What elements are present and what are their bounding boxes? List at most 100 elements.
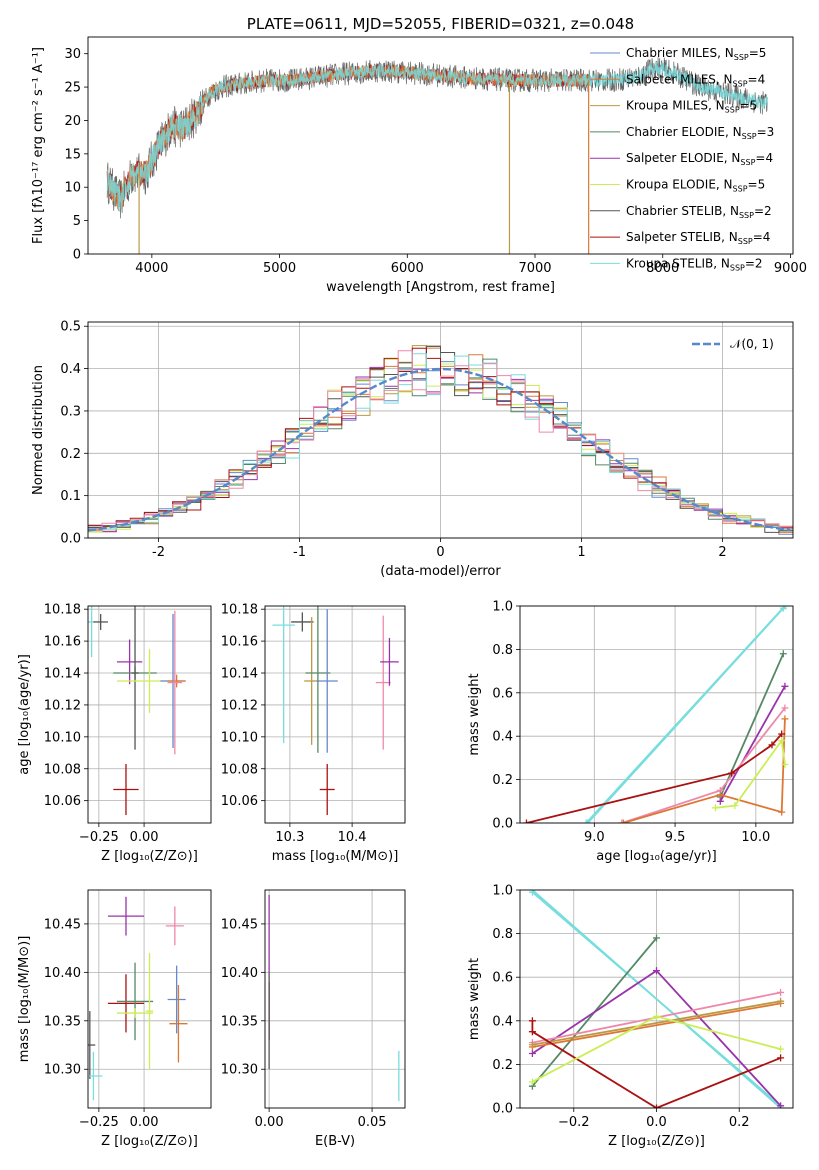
spectrum-xtick-label: 5000 bbox=[263, 261, 296, 276]
age_vs_mass-ytick-label: 10.06 bbox=[221, 794, 258, 809]
weight_vs_age-xtick-label: 10.0 bbox=[741, 830, 770, 845]
age_vs_mass-plot bbox=[272, 606, 399, 816]
age_vs_mass-ytick-label: 10.18 bbox=[221, 603, 258, 618]
residuals-ytick-label: 0.1 bbox=[60, 489, 81, 504]
weight_vs_age-ylabel: mass weight bbox=[467, 673, 482, 755]
weight-marker bbox=[781, 715, 789, 723]
legend-label-main: Salpeter ELODIE, N bbox=[626, 151, 740, 165]
legend-label-main: Kroupa MILES, N bbox=[626, 99, 725, 113]
mass_vs_ebv-xlabel: E(B-V) bbox=[315, 1134, 355, 1149]
weight-line bbox=[531, 1020, 781, 1108]
weight-marker bbox=[584, 819, 592, 823]
age_vs_Z-xlabel: Z [log₁₀(Z/Z⊙)] bbox=[101, 849, 198, 864]
mass_vs_ebv-axes: 0.00 0.05 10.30 10.35 10.40 10.45 E(B-V) bbox=[221, 889, 406, 1149]
weight-marker bbox=[716, 791, 724, 799]
mass_vs_ebv-ytick-label: 10.40 bbox=[221, 966, 258, 981]
weight_vs_Z-xtick-label: 0.2 bbox=[729, 1115, 750, 1130]
weight_vs_Z-xtick-label: −0.2 bbox=[558, 1115, 590, 1130]
weight-marker bbox=[777, 1102, 785, 1108]
weight_vs_Z-ytick-label: 0.8 bbox=[492, 927, 513, 942]
residuals-xtick-label: -1 bbox=[293, 545, 306, 560]
age_vs_Z-axes: −0.25 0.00 10.06 10.08 10.10 10.12 10.14 10.16 1… bbox=[17, 603, 212, 864]
mass_vs_Z-xlabel: Z [log₁₀(Z/Z⊙)] bbox=[101, 1134, 198, 1149]
spectrum-axes: 4000 5000 6000 7000 8000 9000 0 5 10 15 20 25 30 wave… bbox=[31, 15, 807, 295]
weight-marker bbox=[653, 1104, 660, 1108]
age_vs_Z-frame bbox=[87, 605, 212, 824]
weight_vs_age-xlabel: age [log₁₀(age/yr)] bbox=[596, 849, 717, 864]
weight-marker bbox=[619, 819, 627, 823]
weight_vs_age-xtick-label: 9.5 bbox=[665, 830, 686, 845]
age_vs_Z-ytick-label: 10.16 bbox=[44, 635, 81, 650]
weight_vs_Z-ytick-label: 0.2 bbox=[492, 1058, 513, 1073]
spectrum-ytick-label: 10 bbox=[64, 181, 81, 196]
weight-line bbox=[623, 718, 786, 823]
mass_vs_ebv-ytick-label: 10.30 bbox=[221, 1063, 258, 1078]
spectrum-ytick-label: 25 bbox=[64, 81, 81, 96]
weight-marker bbox=[522, 819, 530, 823]
legend-label-sub: SSP bbox=[733, 185, 748, 194]
residuals-ytick-label: 0.5 bbox=[60, 320, 81, 335]
legend-label-main: Salpeter MILES, N bbox=[626, 72, 733, 86]
mass_vs_ebv-ytick-label: 10.45 bbox=[221, 917, 258, 932]
legend-label-sub: SSP bbox=[725, 106, 740, 115]
spectrum-ytick-label: 0 bbox=[73, 248, 81, 263]
age_vs_Z-ytick-label: 10.08 bbox=[44, 762, 81, 777]
weight_vs_age-ytick-label: 0.6 bbox=[492, 686, 513, 701]
age_vs_mass-ytick-label: 10.10 bbox=[221, 730, 258, 745]
weight_vs_age-axes: 9.0 9.5 10.0 0.0 0.2 0.4 0.6 0.8 1.0 age [log₁₀(a… bbox=[467, 600, 794, 864]
weight-line bbox=[531, 891, 782, 1107]
weight-marker bbox=[728, 769, 736, 777]
legend-label: Salpeter ELODIE, NSSP=4 bbox=[626, 151, 773, 167]
mass_vs_ebv-ytick-label: 10.35 bbox=[221, 1014, 258, 1029]
weight-marker bbox=[777, 997, 785, 1005]
spectrum-xtick-label: 4000 bbox=[135, 261, 168, 276]
residuals-xtick-label: 0 bbox=[436, 545, 444, 560]
weight-marker bbox=[528, 1050, 536, 1057]
mass_vs_Z-ytick-label: 10.30 bbox=[44, 1063, 81, 1078]
weight-marker bbox=[779, 650, 787, 658]
weight-marker bbox=[653, 934, 660, 942]
legend-label-main: Salpeter STELIB, N bbox=[626, 230, 738, 244]
age_vs_Z-plot bbox=[88, 606, 186, 816]
weight_vs_age-ytick-label: 0.2 bbox=[492, 773, 513, 788]
weight-marker bbox=[528, 1017, 536, 1025]
weight_vs_Z-plot bbox=[528, 890, 785, 1108]
residuals-xtick-label: -2 bbox=[152, 545, 165, 560]
weight_vs_Z-ytick-label: 0.0 bbox=[492, 1102, 513, 1117]
mass_vs_ebv-xtick-label: 0.00 bbox=[255, 1115, 284, 1130]
spectrum-ytick-label: 5 bbox=[73, 214, 81, 229]
weight-line bbox=[532, 1000, 781, 1046]
weight-marker bbox=[781, 760, 789, 768]
legend-label-main: Chabrier STELIB, N bbox=[626, 204, 739, 218]
spectrum-ytick-label: 20 bbox=[64, 114, 81, 129]
weight_vs_age-frame bbox=[519, 605, 794, 824]
weight-marker bbox=[778, 730, 786, 738]
weight-marker bbox=[778, 808, 786, 816]
mass_vs_Z-xtick-label: 0.00 bbox=[130, 1115, 159, 1130]
weight_vs_Z-ytick-label: 0.6 bbox=[492, 971, 513, 986]
mass_vs_Z-ytick-label: 10.40 bbox=[44, 966, 81, 981]
legend-label: Salpeter STELIB, NSSP=4 bbox=[626, 230, 770, 246]
legend-label-suffix: =5 bbox=[748, 178, 766, 192]
weight-line bbox=[715, 738, 786, 809]
spectrum-xtick-label: 7000 bbox=[518, 261, 551, 276]
weight_vs_Z-ylabel: mass weight bbox=[467, 958, 482, 1040]
spectrum-ylabel: Flux [fλ10⁻¹⁷ erg cm⁻² s⁻¹ A⁻¹] bbox=[31, 47, 46, 244]
mass_vs_Z-xtick-label: −0.25 bbox=[79, 1115, 119, 1130]
residuals-xlabel: (data-model)/error bbox=[380, 564, 501, 579]
legend-label-sub: SSP bbox=[742, 132, 757, 141]
age_vs_mass-ytick-label: 10.16 bbox=[221, 635, 258, 650]
age_vs_mass-xtick-label: 10.3 bbox=[275, 830, 304, 845]
weight_vs_Z-ytick-label: 1.0 bbox=[492, 884, 513, 899]
weight_vs_age-plot bbox=[522, 606, 789, 823]
age_vs_mass-xlabel: mass [log₁₀(M/M⊙)] bbox=[272, 849, 399, 864]
mass_vs_Z-ylabel: mass [log₁₀(M/M⊙)] bbox=[17, 936, 32, 1063]
histogram-step bbox=[88, 345, 793, 533]
legend-label-suffix: =4 bbox=[748, 72, 766, 86]
legend-label-suffix: =2 bbox=[754, 204, 772, 218]
legend-label: Kroupa MILES, NSSP=5 bbox=[626, 99, 757, 115]
mass_vs_Z-ytick-label: 10.45 bbox=[44, 917, 81, 932]
age_vs_mass-axes: 10.3 10.4 10.06 10.08 10.10 10.12 10.14 10.16 10… bbox=[221, 603, 406, 864]
weight_vs_age-ytick-label: 0.4 bbox=[492, 730, 513, 745]
